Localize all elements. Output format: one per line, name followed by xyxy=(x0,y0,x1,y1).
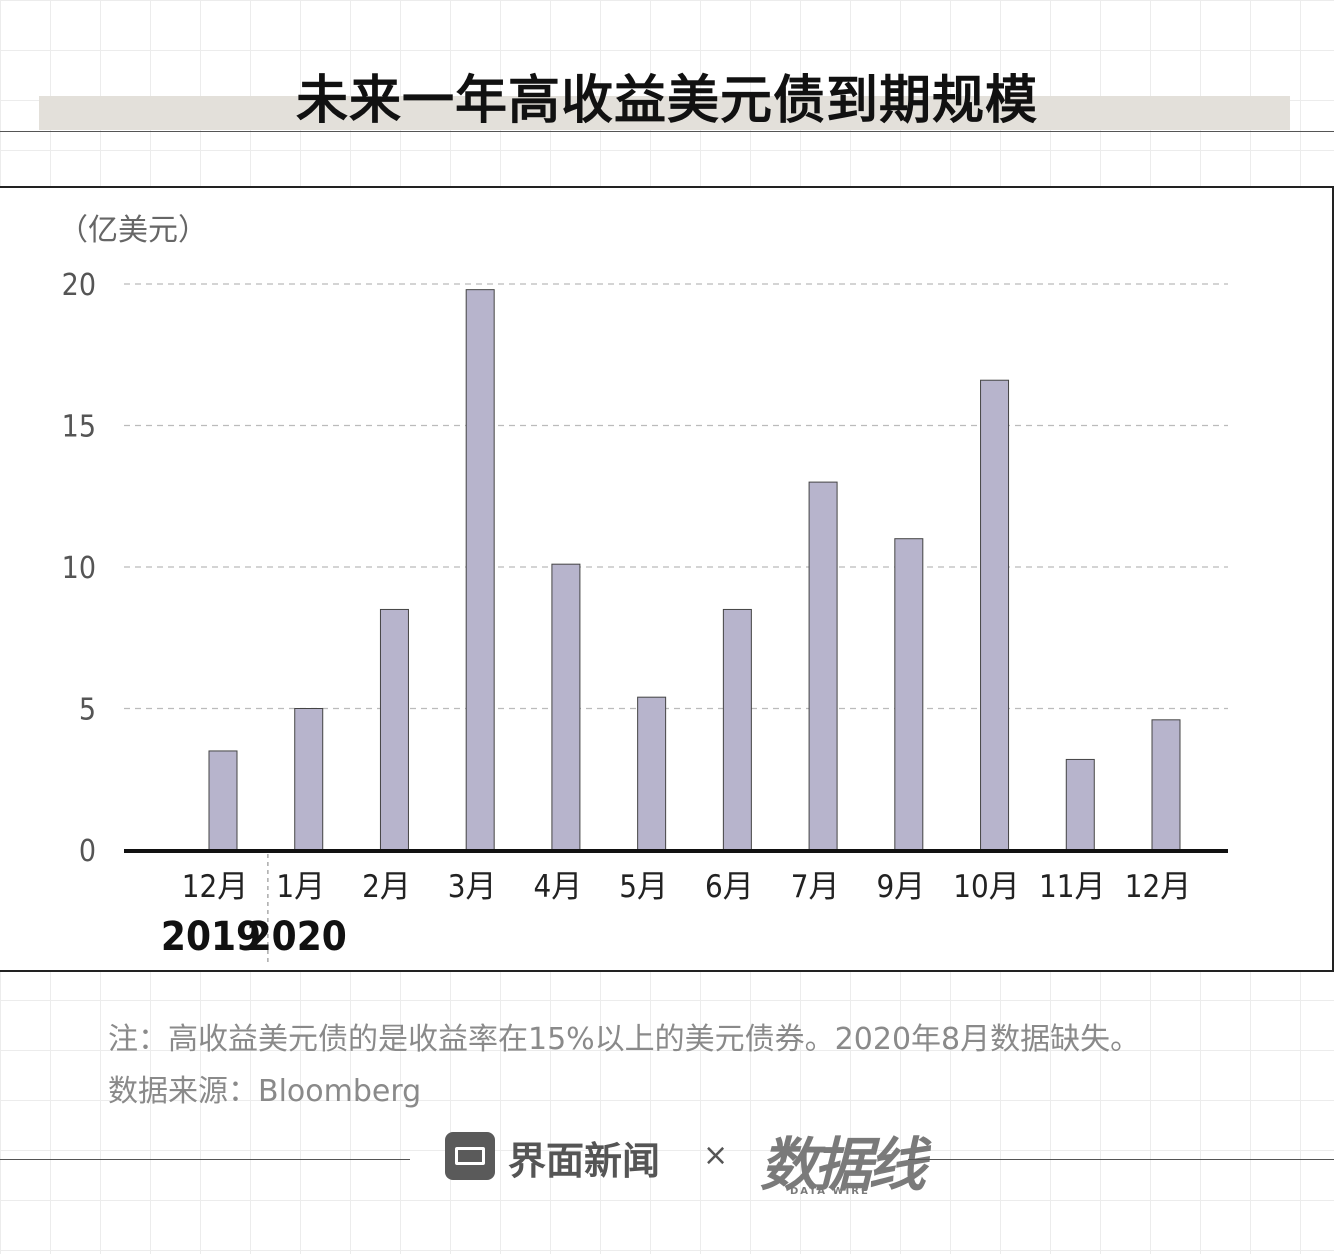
datawire-logo: 数据线 xyxy=(760,1131,926,1199)
x-tick-label: 4月 xyxy=(534,869,583,905)
x-tick-label: 12月 xyxy=(1125,869,1191,905)
x-tick-label: 2月 xyxy=(362,869,411,905)
x-tick-label: 3月 xyxy=(448,869,497,905)
bar-chart: （亿美元） 0 5 10 15 20 12月 1月 2月 3月 4月 5月 6月 7月 9月 10月 11月 12… xyxy=(58,213,1228,966)
jiemian-logo-icon xyxy=(445,1132,495,1180)
footer-rule-right xyxy=(908,1159,1334,1160)
bar xyxy=(208,750,238,851)
note-text: 注：高收益美元债的是收益率在15%以上的美元债券。2020年8月数据缺失。 xyxy=(108,1022,1141,1057)
x-tick-label: 5月 xyxy=(619,869,668,905)
bar xyxy=(980,379,1010,851)
title-band xyxy=(39,96,1290,130)
x-tick-label: 11月 xyxy=(1039,869,1105,905)
x-tick-label: 10月 xyxy=(953,869,1019,905)
x-tick-label: 7月 xyxy=(791,869,840,905)
x-tick-label: 12月 xyxy=(182,869,248,905)
source-text: 数据来源：Bloomberg xyxy=(108,1074,422,1109)
y-tick-label: 15 xyxy=(62,410,96,445)
x-tick-label: 9月 xyxy=(876,869,925,905)
y-tick-label: 0 xyxy=(79,834,96,869)
bar xyxy=(551,563,581,851)
title-rule xyxy=(0,131,1334,132)
y-unit-label: （亿美元） xyxy=(58,213,208,248)
y-tick-label: 10 xyxy=(62,551,96,586)
bar xyxy=(808,481,838,851)
bar xyxy=(1065,758,1095,851)
x-tick-label: 6月 xyxy=(705,869,754,905)
jiemian-brand: 界面新闻 xyxy=(508,1139,661,1183)
bar xyxy=(637,696,667,851)
bar xyxy=(465,289,495,851)
bar xyxy=(294,708,324,851)
datawire-sub: DATA WIRE xyxy=(790,1186,870,1197)
x-tick-label: 1月 xyxy=(276,869,325,905)
year-label: 2019 xyxy=(161,914,261,960)
footer-rule-left xyxy=(0,1159,410,1160)
bar xyxy=(894,538,924,851)
bar xyxy=(1151,719,1181,851)
bar xyxy=(722,608,752,851)
times-symbol: × xyxy=(703,1138,729,1173)
y-tick-label: 5 xyxy=(79,693,96,728)
bar xyxy=(379,608,409,851)
y-tick-label: 20 xyxy=(62,268,96,303)
year-label: 2020 xyxy=(247,914,347,960)
chart-title: 未来一年高收益美元债到期规模 xyxy=(295,71,1038,131)
